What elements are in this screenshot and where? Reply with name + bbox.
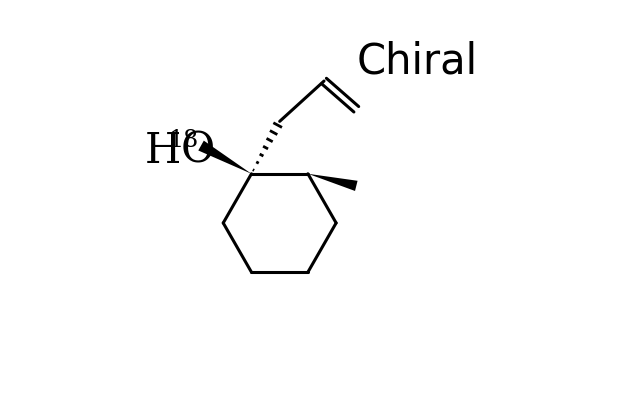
- Text: 18: 18: [168, 129, 198, 152]
- Polygon shape: [198, 141, 252, 174]
- Text: O: O: [181, 129, 215, 171]
- Text: H: H: [145, 129, 181, 171]
- Polygon shape: [308, 174, 358, 192]
- Text: Chiral: Chiral: [356, 41, 477, 83]
